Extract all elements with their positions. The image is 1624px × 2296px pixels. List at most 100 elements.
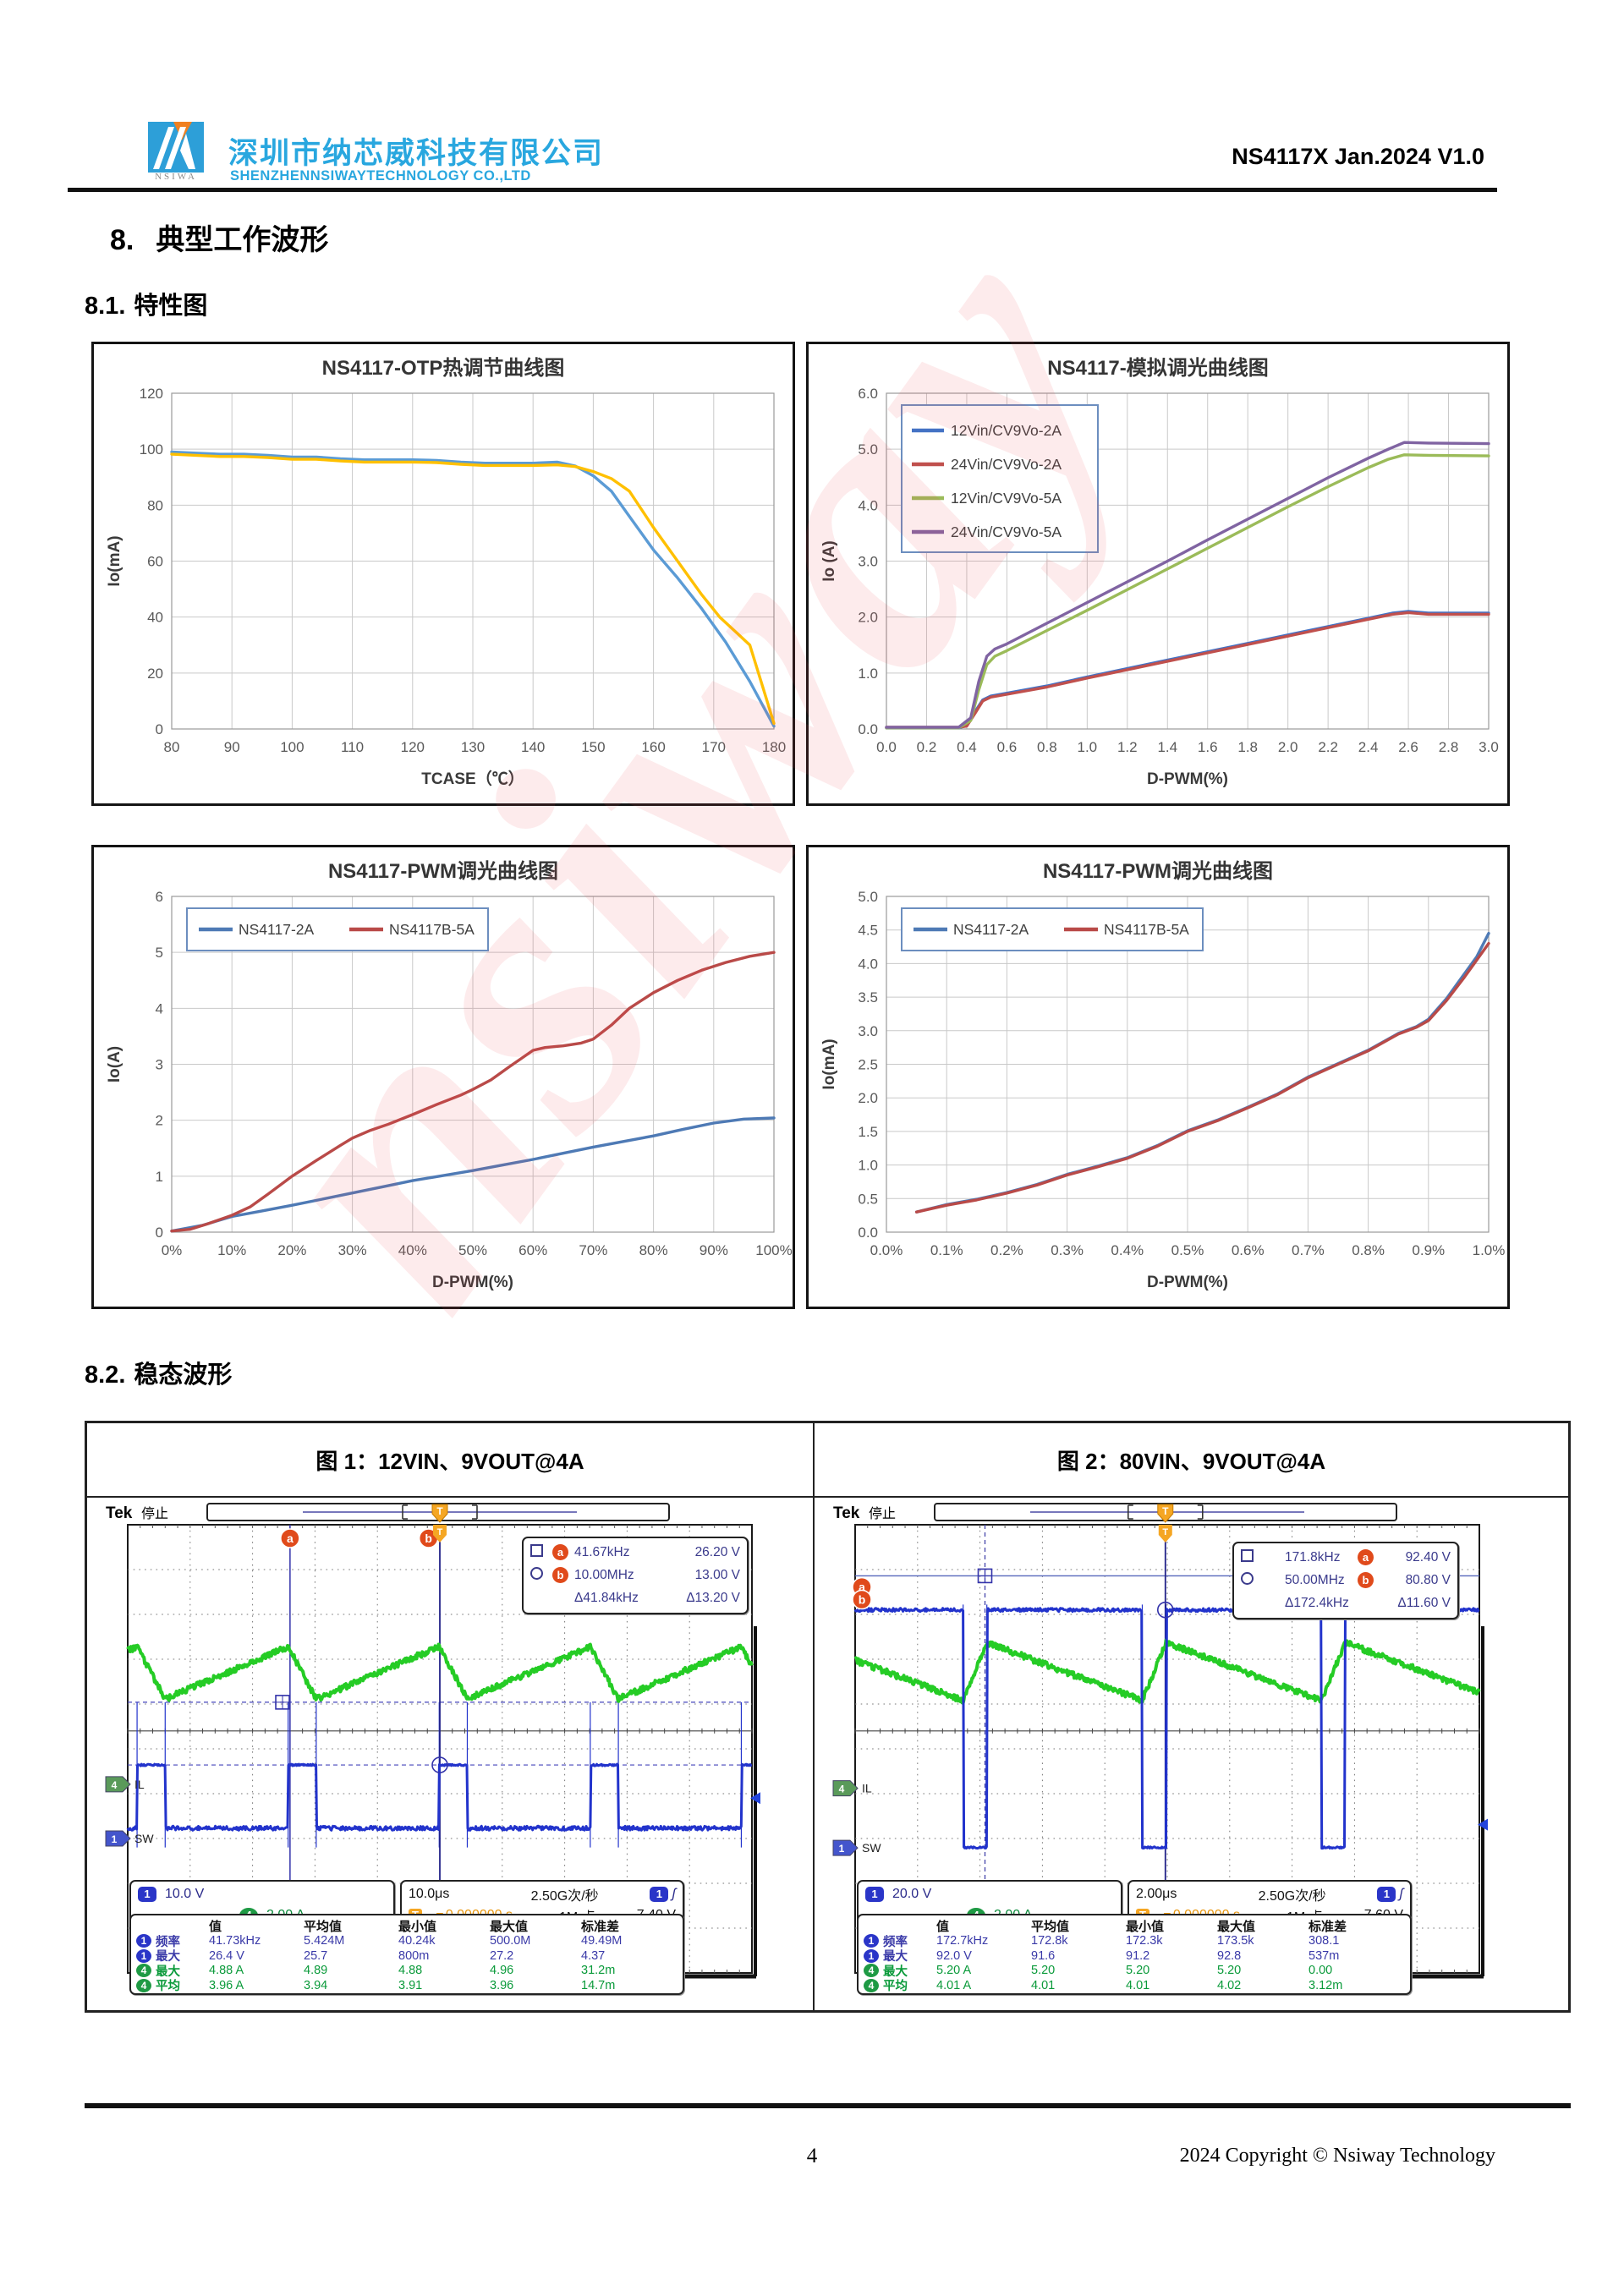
measurement-value: 4.88 A [209,1964,244,1978]
svg-text:80: 80 [164,739,180,755]
measurement-value: 91.6 [1031,1948,1056,1963]
svg-text:1.6: 1.6 [1198,739,1218,755]
switch-node-waveform [126,1762,753,1832]
svg-text:130: 130 [461,739,485,755]
measurement-column-header: 标准差 [581,1920,620,1934]
svg-text:1: 1 [112,1833,118,1845]
svg-text:1: 1 [839,1843,845,1855]
measurement-value: 3.96 [490,1978,514,1992]
cursor-readout-row: Δ41.84kHz Δ13.20 V [530,1587,740,1610]
header-divider [68,188,1497,192]
sample-rate: 2.50G次/秒 [530,1888,599,1904]
timebase-scale: 2.00μs [1136,1886,1177,1901]
figure2-caption: 图 2：80VIN、9VOUT@4A [813,1423,1568,1496]
measurement-value: 5.20 [1126,1964,1150,1978]
svg-text:24Vin/CV9Vo-2A: 24Vin/CV9Vo-2A [951,456,1062,473]
characteristic-charts-grid: 80 90 100 110 120 130 140 150 160 170 180 0 20 40 60 80… [91,342,1510,1309]
svg-text:3.0: 3.0 [858,554,878,570]
svg-text:T: T [436,1505,443,1517]
cursor-voltage-value: 13.00 V [694,1567,740,1582]
chart-1: 80 90 100 110 120 130 140 150 160 170 180 0 20 40 60 80… [91,342,795,806]
measurement-column-header: 值 [209,1920,222,1934]
svg-text:150: 150 [581,739,605,755]
measurement-row: 4 平均 3.96 A 3.94 3.91 3.96 14.7m [136,1976,678,1993]
svg-text:0.6%: 0.6% [1232,1242,1265,1258]
channel-1-badge: 1 [865,1886,884,1902]
svg-text:5: 5 [156,945,163,961]
cursor-readout-row: b 10.00MHz 13.00 V [530,1564,740,1586]
cursor-frequency-value: 50.00MHz [1285,1572,1345,1587]
svg-text:IL: IL [862,1782,872,1795]
svg-text:120: 120 [401,739,425,755]
svg-text:5.0: 5.0 [858,889,878,905]
measurement-name: 最大 [883,1950,908,1964]
svg-text:3.0: 3.0 [1479,739,1499,755]
cursor-readout-box: a 41.67kHz 26.20 V b 10.00MHz 13.00 V Δ41.84kH… [522,1537,749,1614]
cursor-circle-icon [1241,1571,1254,1585]
svg-text:TCASE（℃）: TCASE（℃） [421,769,524,788]
trigger-position-icon [431,1504,448,1523]
measurement-channel-badge: 4 [864,1978,879,1992]
svg-text:b: b [425,1532,432,1545]
measurement-column-header: 最小值 [398,1920,437,1934]
cursor-frequency-value: Δ172.4kHz [1285,1596,1349,1611]
svg-text:120: 120 [140,386,163,402]
waveform-table: 图 1：12VIN、9VOUT@4A 图 2：80VIN、9VOUT@4A Te… [85,1421,1571,2013]
cursor-readout-row: Δ172.4kHz Δ11.60 V [1241,1592,1451,1615]
svg-text:a: a [287,1532,294,1545]
svg-text:2.4: 2.4 [1358,739,1379,755]
svg-text:40%: 40% [398,1242,427,1258]
cursor-badge-b: b [552,1567,568,1584]
measurement-row: 4 最大 4.88 A 4.89 4.88 4.96 31.2m [136,1962,678,1979]
measurement-value: 3.96 A [209,1978,244,1992]
svg-text:SW: SW [862,1841,881,1855]
cursor-circle-icon [530,1566,543,1580]
timebase-scale: 10.0μs [409,1886,450,1901]
svg-text:6: 6 [156,889,163,905]
svg-text:90%: 90% [700,1242,728,1258]
cursor-badge-b: b [1358,1572,1374,1589]
measurement-channel-badge: 4 [136,1964,151,1978]
measurement-value: 49.49M [581,1934,623,1948]
svg-text:4.0: 4.0 [858,956,878,972]
svg-text:1.2: 1.2 [1117,739,1138,755]
measurement-header-row: 值 平均值 最小值 最大值 标准差 [136,1917,678,1934]
measurement-column-header: 平均值 [304,1920,343,1934]
section-8-1-title: 8.1. 特性图 [85,293,208,320]
measurement-column-header: 平均值 [1031,1920,1070,1934]
svg-text:1.8: 1.8 [1237,739,1258,755]
section-8-number: 8. [110,224,134,256]
measurement-value: 25.7 [304,1948,328,1963]
measurement-value: 14.7m [581,1978,616,1992]
cursor-square-icon [1241,1548,1254,1562]
svg-text:2.2: 2.2 [1318,739,1338,755]
measurement-value: 5.20 [1031,1964,1056,1978]
company-name-en: SHENZHENNSIWAYTECHNOLOGY CO.,LTD [230,168,531,184]
svg-text:NS4117-PWM调光曲线图: NS4117-PWM调光曲线图 [328,860,558,883]
measurement-value: 27.2 [490,1948,514,1963]
svg-text:2.0: 2.0 [858,610,878,626]
svg-text:0.2%: 0.2% [990,1242,1023,1258]
logo-caption: NSIWA [155,172,197,182]
svg-text:IL: IL [134,1778,145,1791]
measurement-value: 800m [398,1948,430,1963]
measurement-row: 4 平均 4.01 A 4.01 4.01 4.02 3.12m [864,1976,1405,1994]
measurement-value: 172.7kHz [936,1934,989,1948]
measurement-column-header: 值 [936,1920,950,1934]
chart-canvas-4: 0.0% 0.1% 0.2% 0.3% 0.4% 0.5% 0.6% 0.7% 0.8% 0.9%… [820,860,1505,1291]
measurement-value: 26.4 V [209,1948,244,1963]
svg-text:NS4117-PWM调光曲线图: NS4117-PWM调光曲线图 [1043,860,1273,883]
measurement-value: 500.0M [490,1934,531,1948]
svg-text:D-PWM(%): D-PWM(%) [432,1274,513,1291]
chart-4: 0.0% 0.1% 0.2% 0.3% 0.4% 0.5% 0.6% 0.7% 0.8% 0.9%… [806,845,1510,1309]
svg-text:1.0: 1.0 [858,666,878,682]
svg-text:2: 2 [156,1113,163,1129]
svg-text:180: 180 [762,739,786,755]
measurement-value: 4.01 [1126,1978,1150,1992]
cursor-readout-box: 171.8kHz a 92.40 V 50.00MHz b 80.80 V Δ172.4kH… [1232,1542,1459,1619]
measurement-name: 平均 [883,1980,908,1994]
svg-text:NS4117-2A: NS4117-2A [239,921,315,938]
